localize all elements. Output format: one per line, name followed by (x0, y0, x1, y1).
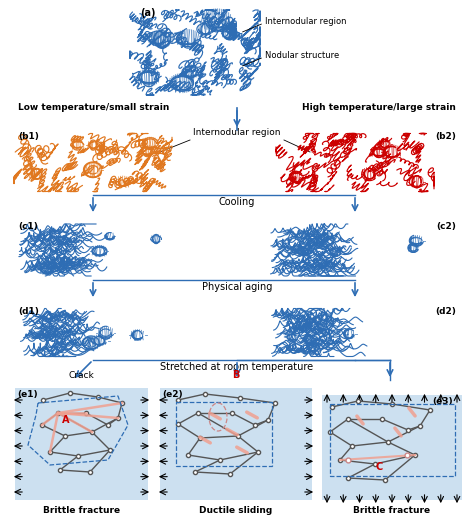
FancyBboxPatch shape (15, 388, 148, 500)
Text: (a): (a) (140, 8, 155, 18)
Text: Nodular structure: Nodular structure (265, 50, 339, 59)
Text: Ductile sliding: Ductile sliding (200, 506, 273, 515)
Text: Stretched at room temperature: Stretched at room temperature (160, 362, 314, 372)
Text: (e3): (e3) (432, 397, 453, 406)
Text: (e2): (e2) (162, 390, 182, 399)
Text: (b2): (b2) (435, 132, 456, 141)
Text: A: A (62, 415, 70, 425)
Text: Internodular region: Internodular region (265, 16, 346, 25)
Text: (c1): (c1) (18, 222, 38, 231)
Text: (d2): (d2) (435, 307, 456, 316)
Text: Physical aging: Physical aging (202, 282, 272, 292)
FancyBboxPatch shape (322, 395, 462, 500)
FancyBboxPatch shape (160, 388, 312, 500)
Text: (c2): (c2) (436, 222, 456, 231)
Text: Internodular region: Internodular region (193, 128, 281, 137)
Text: Brittle fracture: Brittle fracture (354, 506, 430, 515)
Text: (b1): (b1) (18, 132, 39, 141)
Text: C: C (376, 461, 383, 471)
Text: Brittle fracture: Brittle fracture (43, 506, 120, 515)
Text: (e1): (e1) (17, 390, 37, 399)
Text: Crack: Crack (69, 371, 94, 380)
Text: B: B (232, 370, 240, 380)
Text: (d1): (d1) (18, 307, 39, 316)
Text: High temperature/large strain: High temperature/large strain (302, 104, 456, 113)
Text: Low temperature/small strain: Low temperature/small strain (18, 104, 169, 113)
Text: Cooling: Cooling (219, 197, 255, 207)
